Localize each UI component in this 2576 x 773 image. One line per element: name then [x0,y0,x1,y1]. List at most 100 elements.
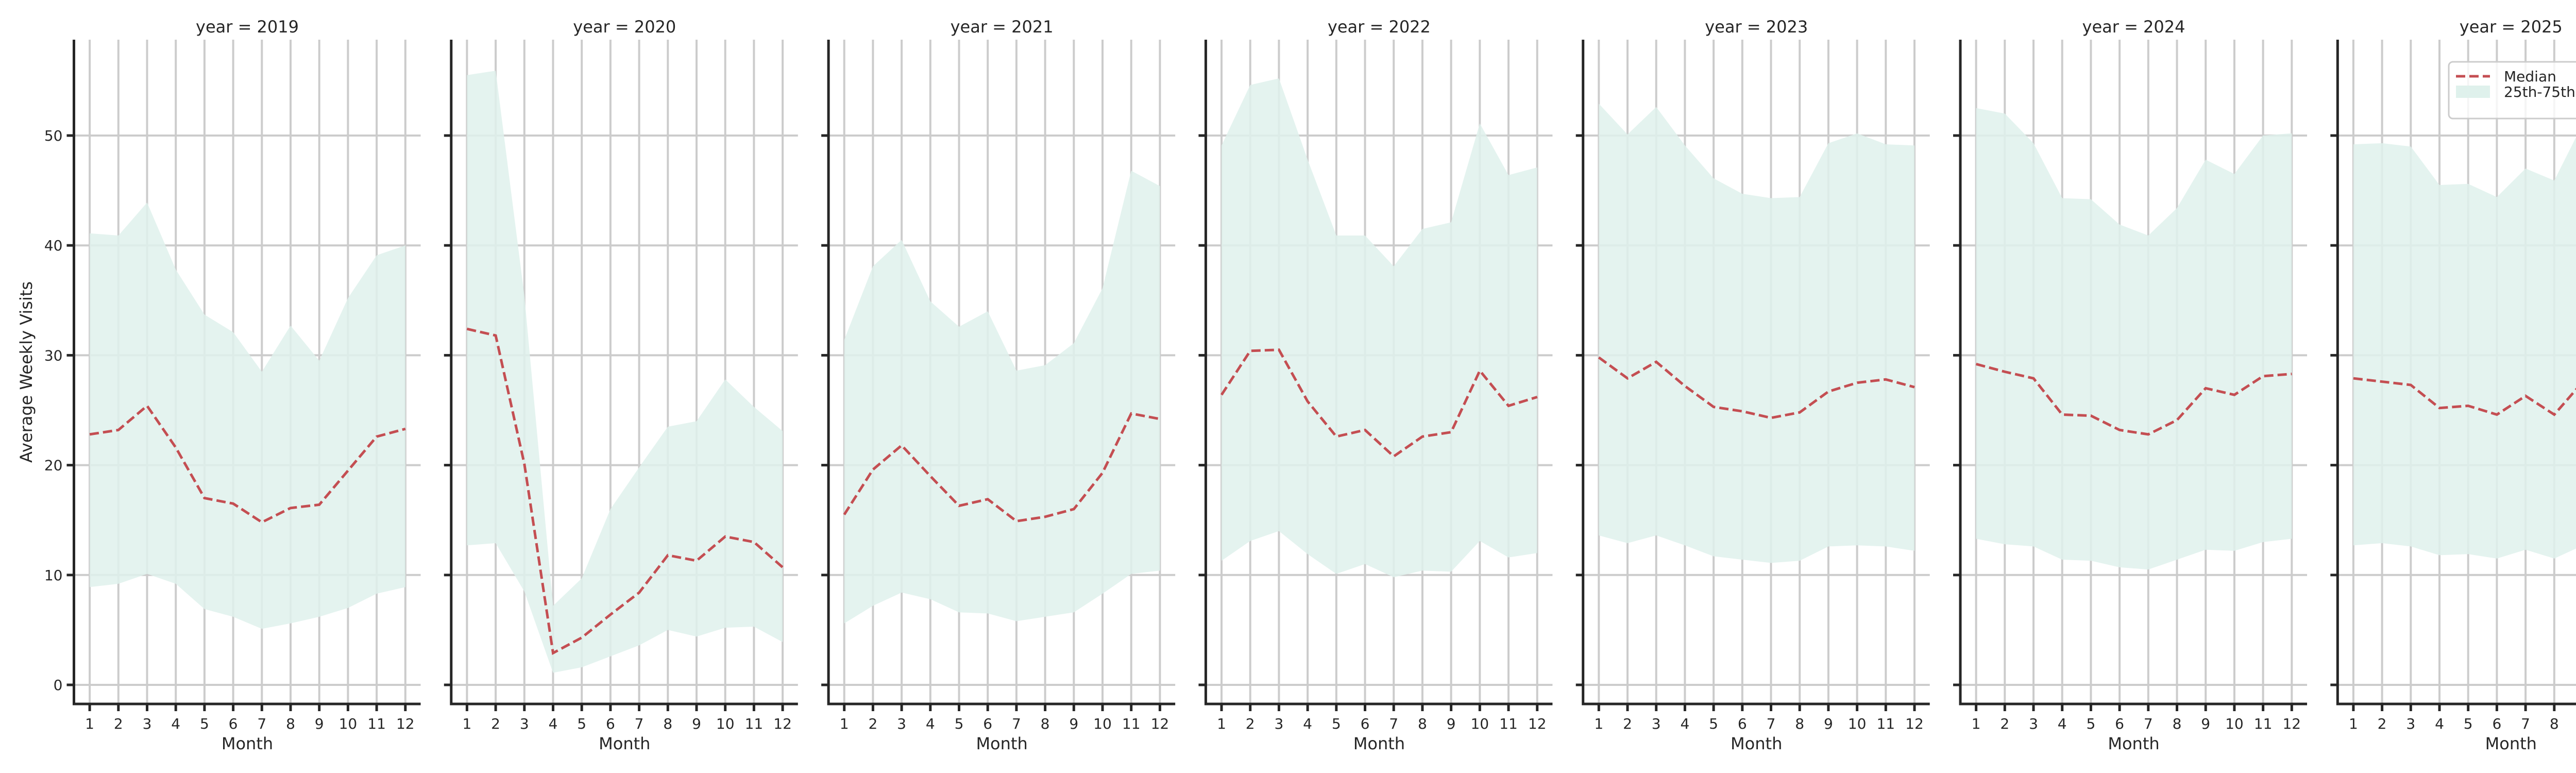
x-tick-label: 4 [2058,715,2067,732]
x-tick-label: 7 [2521,715,2530,732]
x-tick-label: 6 [1361,715,1370,732]
y-tick-label: 30 [44,347,63,364]
percentile-band [90,203,405,629]
percentile-band [2353,137,2576,559]
x-tick-label: 7 [1767,715,1776,732]
x-tick-label: 12 [2282,715,2301,732]
x-tick-label: 7 [257,715,266,732]
x-tick-label: 5 [2464,715,2473,732]
x-axis-label: Month [1731,734,1782,753]
legend-median-label: Median [2504,68,2556,85]
x-tick-label: 3 [1274,715,1283,732]
x-tick-label: 1 [840,715,849,732]
x-tick-label: 8 [663,715,672,732]
x-axis-label: Month [599,734,650,753]
x-tick-label: 6 [2492,715,2501,732]
x-tick-label: 2 [868,715,877,732]
x-tick-label: 11 [2254,715,2273,732]
x-tick-label: 5 [2086,715,2095,732]
x-tick-label: 3 [897,715,906,732]
median-line [89,404,406,524]
legend: Median 25th-75th Percentile [2448,61,2576,120]
x-tick-label: 2 [1246,715,1255,732]
y-tick-label: 10 [44,567,63,584]
x-tick-label: 5 [200,715,209,732]
x-tick-label: 9 [1824,715,1833,732]
x-tick-label: 10 [2225,715,2244,732]
y-tick-label: 50 [44,127,63,144]
x-tick-label: 2 [114,715,123,732]
x-tick-label: 11 [745,715,764,732]
facet-title: year = 2025 [2460,17,2563,37]
x-tick-label: 11 [1876,715,1895,732]
x-tick-label: 8 [286,715,295,732]
x-tick-label: 8 [1795,715,1804,732]
x-tick-label: 10 [716,715,735,732]
x-tick-label: 8 [2550,715,2559,732]
x-axis-label: Month [976,734,1027,753]
x-tick-label: 10 [1093,715,1112,732]
x-tick-label: 7 [2144,715,2153,732]
legend-band-swatch [2456,86,2490,98]
axis-spine [827,40,1176,705]
facet-title: year = 2023 [1705,17,1808,37]
x-tick-label: 12 [1151,715,1170,732]
y-tick-label: 0 [54,677,63,694]
percentile-band [1976,108,2292,570]
x-tick-label: 9 [1069,715,1078,732]
x-tick-label: 1 [2349,715,2358,732]
x-tick-label: 4 [926,715,935,732]
median-line [1598,356,1915,419]
x-tick-label: 7 [635,715,644,732]
x-tick-label: 3 [143,715,152,732]
x-tick-label: 5 [1709,715,1718,732]
x-tick-label: 3 [520,715,529,732]
percentile-band [844,171,1160,624]
median-line [466,327,784,656]
x-tick-label: 1 [1217,715,1226,732]
x-tick-label: 11 [367,715,386,732]
median-line [1975,363,2292,436]
x-tick-label: 9 [692,715,701,732]
x-tick-label: 10 [1470,715,1489,732]
x-tick-label: 3 [2406,715,2415,732]
legend-band-label: 25th-75th Percentile [2504,83,2576,100]
x-tick-label: 4 [2435,715,2444,732]
facet-title: year = 2024 [2082,17,2185,37]
x-tick-label: 4 [171,715,180,732]
x-tick-label: 7 [1012,715,1021,732]
facet-title: year = 2020 [573,17,676,37]
percentile-band [1222,78,1537,578]
axis-spine [1582,40,1930,705]
x-tick-label: 9 [2201,715,2210,732]
facet-title: year = 2022 [1328,17,1431,37]
x-tick-label: 10 [1848,715,1867,732]
x-tick-label: 7 [1389,715,1398,732]
x-tick-label: 2 [2000,715,2009,732]
x-tick-label: 8 [1041,715,1050,732]
x-tick-label: 5 [955,715,964,732]
facet-title: year = 2019 [196,17,299,37]
median-line [1220,348,1538,458]
x-tick-label: 5 [1332,715,1341,732]
median-line [2353,377,2576,416]
y-tick-label: 40 [44,237,63,254]
y-tick-label: 20 [44,457,63,474]
x-tick-label: 2 [491,715,500,732]
x-tick-label: 11 [1499,715,1518,732]
x-tick-label: 4 [549,715,558,732]
x-tick-label: 1 [462,715,471,732]
percentile-band [1599,104,1914,563]
axis-spine [450,40,798,705]
y-axis-label: Average Weekly Visits [16,281,36,463]
x-tick-label: 6 [606,715,615,732]
x-tick-label: 10 [339,715,358,732]
median-line [843,412,1160,523]
facet-title: year = 2021 [951,17,1054,37]
